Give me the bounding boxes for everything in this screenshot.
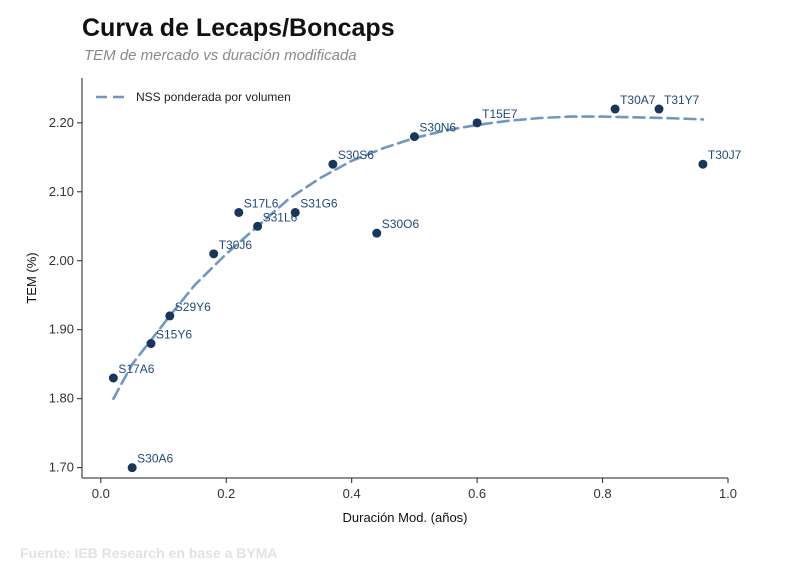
y-tick-label: 1.90 [49, 322, 74, 337]
data-point-t30a7 [610, 104, 620, 114]
legend: NSS ponderada por volumen [96, 90, 291, 104]
data-point-s17l6 [234, 207, 244, 217]
x-tick-label: 0.0 [92, 486, 110, 501]
y-tick-label: 2.00 [49, 253, 74, 268]
nss-curve-line [112, 115, 705, 400]
point-label-s31g6: S31G6 [300, 196, 338, 210]
data-point-t31y7 [654, 104, 664, 114]
point-label-t30j6: T30J6 [219, 238, 253, 252]
y-tick-label: 1.80 [49, 391, 74, 406]
axes: 0.0 0.2 0.4 0.6 0.8 1.0 1.70 1.80 1.90 2.00 2.10 2.… [49, 78, 737, 501]
x-tick-label: 0.2 [217, 486, 235, 501]
data-point-s30n6 [409, 132, 419, 142]
legend-label: NSS ponderada por volumen [136, 90, 291, 104]
point-label-s31l6: S31L6 [263, 210, 298, 224]
point-label-s30s6: S30S6 [338, 148, 374, 162]
point-label-s17a6: S17A6 [118, 362, 154, 376]
point-label-t30a7: T30A7 [620, 93, 656, 107]
source-note: Fuente: IEB Research en base a BYMA [20, 545, 278, 561]
point-label-s30o6: S30O6 [382, 217, 420, 231]
point-label-s30n6: S30N6 [419, 121, 456, 135]
y-tick-label: 2.10 [49, 184, 74, 199]
data-point-s29y6 [165, 311, 175, 321]
point-label-t30j7: T30J7 [708, 148, 742, 162]
data-point-s30o6 [372, 228, 382, 238]
point-label-s30a6: S30A6 [137, 452, 173, 466]
point-label-t15e7: T15E7 [482, 107, 518, 121]
chart-subtitle: TEM de mercado vs duración modificada [84, 47, 357, 64]
x-tick-label: 1.0 [719, 486, 737, 501]
point-label-s29y6: S29Y6 [175, 300, 211, 314]
point-label-s15y6: S15Y6 [156, 328, 192, 342]
x-tick-label: 0.6 [468, 486, 486, 501]
data-point-t30j7 [698, 159, 708, 169]
data-point-s31g6 [290, 207, 300, 217]
x-tick-label: 0.8 [594, 486, 612, 501]
y-tick-label: 2.20 [49, 115, 74, 130]
data-point-s15y6 [146, 339, 156, 349]
data-point-s17a6 [108, 373, 118, 383]
chart-title: Curva de Lecaps/Boncaps [82, 14, 395, 42]
data-point-s30a6 [127, 463, 137, 473]
point-label-s17l6: S17L6 [244, 196, 279, 210]
data-point-t15e7 [472, 118, 482, 128]
data-point-t30j6 [209, 249, 219, 259]
points-layer: S17A6 S30A6 S15Y6 S29Y6 T30J6 S17L6S31L6S31G6… [108, 93, 742, 473]
chart-canvas: 0.0 0.2 0.4 0.6 0.8 1.0 1.70 1.80 1.90 2.00 2.10 2.… [24, 78, 742, 525]
data-point-s30s6 [328, 159, 338, 169]
nss-curve-layer [112, 115, 705, 400]
x-axis-title: Duración Mod. (años) [343, 510, 468, 525]
data-point-s31l6 [253, 221, 263, 231]
y-tick-label: 1.70 [49, 460, 74, 475]
x-tick-label: 0.4 [343, 486, 361, 501]
point-label-t31y7: T31Y7 [664, 93, 700, 107]
y-axis-title: TEM (%) [24, 252, 39, 303]
